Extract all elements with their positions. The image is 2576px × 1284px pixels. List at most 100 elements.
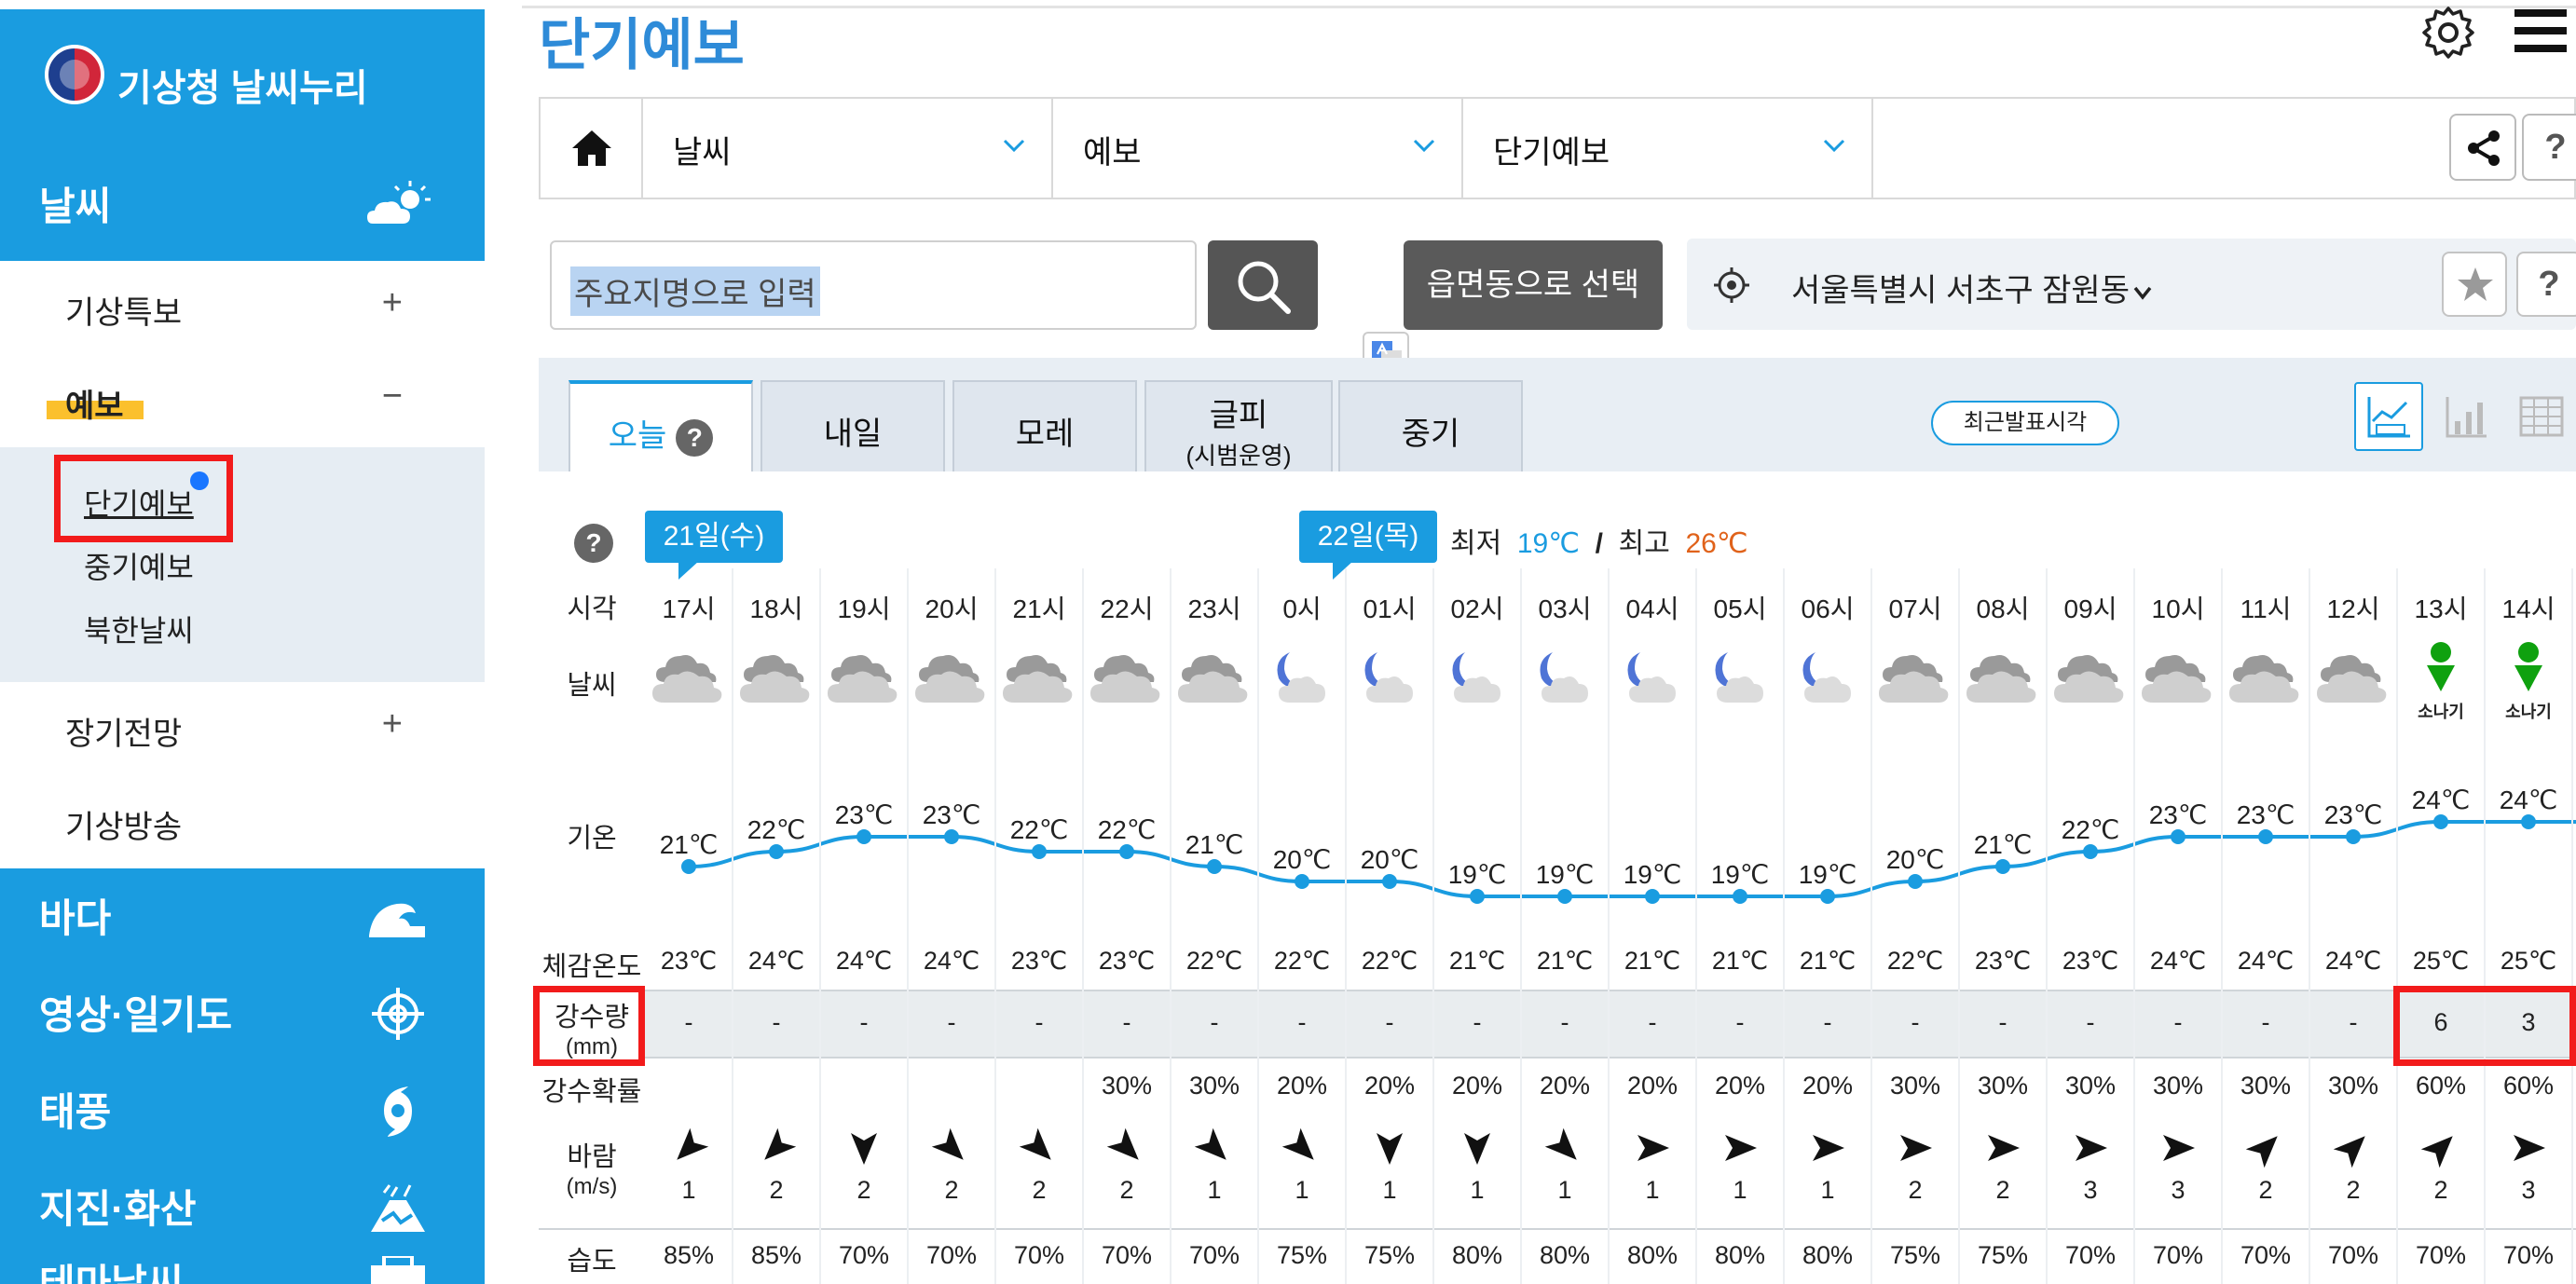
sidebar-section-theme[interactable]: 테마날씨: [0, 1256, 485, 1284]
breadcrumb-dropdown-forecast[interactable]: 예보: [1053, 99, 1463, 198]
site-logo[interactable]: 기상청 날씨누리: [0, 9, 485, 149]
column-divider: [2309, 568, 2310, 1284]
hour-cell: 13시: [2414, 594, 2468, 623]
pop-cell: 20%: [1714, 1072, 1766, 1100]
search-input[interactable]: 주요지명으로 입력: [550, 240, 1197, 330]
column-divider: [1170, 568, 1172, 1284]
select-by-dong-button[interactable]: 읍면동으로 선택: [1404, 240, 1663, 330]
tab-today[interactable]: 오늘?: [569, 380, 753, 471]
partly-cloudy-night-icon: [1433, 639, 1521, 716]
pop-cell: 20%: [1802, 1072, 1854, 1100]
min-max-temperature: 최저 19℃ / 최고 26℃: [1450, 528, 1748, 559]
humidity-cell: 80%: [1451, 1241, 1503, 1269]
current-location-icon[interactable]: [1713, 266, 1750, 304]
sidebar-section-typhoon[interactable]: 태풍: [0, 1062, 485, 1159]
shower-icon: [2485, 639, 2572, 716]
temperature-label: 22℃: [747, 815, 806, 844]
hour-cell: 11시: [2240, 594, 2292, 623]
satellite-target-icon: [372, 988, 424, 1040]
sidebar-item-short-forecast[interactable]: 단기예보: [84, 487, 194, 521]
cloudy-icon: [1083, 639, 1171, 716]
column-divider: [2133, 568, 2135, 1284]
home-button[interactable]: [541, 99, 643, 198]
temperature-point: [856, 829, 871, 844]
sidebar-item-warnings[interactable]: 기상특보 +: [0, 261, 485, 354]
active-highlight: [47, 401, 144, 419]
tab-mid-range[interactable]: 중기: [1338, 380, 1523, 471]
precip-cell: -: [1122, 1008, 1131, 1036]
graph-view-button[interactable]: [2354, 382, 2423, 451]
wind-speed-cell: 2: [1995, 1176, 2010, 1204]
wind-speed-cell: 2: [944, 1176, 959, 1204]
search-button[interactable]: [1208, 240, 1318, 330]
partly-cloudy-night-icon: [1258, 639, 1346, 716]
sidebar-item-long-range[interactable]: 장기전망 +: [0, 682, 485, 775]
sidebar-item-north-korea-weather[interactable]: 북한날씨: [84, 614, 194, 648]
help-button[interactable]: ?: [2522, 114, 2576, 181]
humidity-cell: 70%: [1188, 1241, 1240, 1269]
sidebar-section-imagery[interactable]: 영상·일기도: [0, 965, 485, 1062]
precipitation-row-band: [645, 990, 2576, 1059]
wind-arrow-icon: [1459, 1129, 1496, 1167]
column-divider: [1958, 568, 1960, 1284]
recent-release-time-button[interactable]: 최근발표시각: [1931, 401, 2119, 445]
temperature-point: [1207, 859, 1222, 874]
humidity-cell: 70%: [1101, 1241, 1153, 1269]
pop-cell: 20%: [1363, 1072, 1416, 1100]
sidebar-item-forecast[interactable]: 예보 −: [0, 354, 485, 447]
precip-cell: -: [2349, 1008, 2358, 1036]
sidebar-section-label: 바다: [39, 896, 112, 940]
tab-day-after-tomorrow[interactable]: 모레: [952, 380, 1137, 471]
row-label-time: 시각: [567, 594, 617, 624]
favorite-button[interactable]: [2442, 252, 2507, 317]
hour-cell: 23시: [1187, 594, 1241, 623]
forecast-help-icon[interactable]: ?: [574, 524, 613, 563]
tab-tomorrow[interactable]: 내일: [760, 380, 945, 471]
breadcrumb-dropdown-weather[interactable]: 날씨: [643, 99, 1053, 198]
partly-cloudy-night-icon: [1521, 639, 1609, 716]
temperature-point: [944, 829, 959, 844]
wind-arrow-icon: [1634, 1129, 1671, 1167]
temperature-point: [2258, 829, 2273, 844]
feels-like-cell: 22℃: [1886, 947, 1944, 975]
sidebar-section-label: 영상·일기도: [39, 993, 233, 1037]
breadcrumb-dropdown-short-forecast[interactable]: 단기예보: [1463, 99, 1873, 198]
location-selector[interactable]: 서울특별시 서초구 잠원동 ?: [1687, 239, 2576, 330]
temperature-label: 21℃: [1974, 830, 2033, 859]
row-label-humidity: 습도: [567, 1247, 617, 1277]
menu-hamburger-icon[interactable]: [2514, 9, 2567, 56]
sidebar-item-label: 기상특보: [65, 295, 183, 331]
cloudy-icon: [820, 639, 908, 716]
share-button[interactable]: [2449, 114, 2516, 181]
sidebar-section-sea[interactable]: 바다: [0, 868, 485, 965]
wind-speed-cell: 1: [681, 1176, 696, 1204]
feels-like-cell: 24℃: [747, 947, 805, 975]
temperature-label: 23℃: [2149, 800, 2208, 829]
help-icon[interactable]: ?: [676, 419, 714, 458]
temperature-label: 20℃: [1273, 845, 1332, 874]
cloudy-icon: [995, 639, 1083, 716]
table-view-button[interactable]: [2507, 382, 2576, 451]
cloudy-icon: [1871, 639, 1959, 716]
bar-view-button[interactable]: [2432, 382, 2501, 451]
temperature-point: [1470, 889, 1485, 904]
tab-day-plus-3[interactable]: 글피 (시범운영): [1144, 380, 1333, 471]
humidity-cell: 70%: [2327, 1241, 2379, 1269]
sidebar-item-label: 기상방송: [65, 810, 183, 845]
column-divider: [1870, 568, 1872, 1284]
sidebar-section-weather[interactable]: 날씨: [0, 149, 485, 261]
sidebar-item-mid-forecast[interactable]: 중기예보: [84, 551, 194, 584]
cloudy-icon: [645, 639, 733, 716]
sidebar-section-earthquake[interactable]: 지진·화산: [0, 1159, 485, 1256]
pop-cell: 20%: [1451, 1072, 1503, 1100]
precip-cell: -: [859, 1008, 869, 1036]
humidity-cell: 70%: [2240, 1241, 2292, 1269]
pop-cell: 30%: [2152, 1072, 2204, 1100]
wind-arrow-icon: [1276, 1122, 1329, 1175]
sidebar-item-broadcast[interactable]: 기상방송: [0, 775, 485, 868]
feels-like-cell: 24℃: [923, 947, 980, 975]
location-help-button[interactable]: ?: [2516, 252, 2576, 317]
wave-icon: [369, 903, 425, 937]
temperature-label: 22℃: [2062, 815, 2120, 844]
gear-icon[interactable]: [2421, 6, 2475, 60]
